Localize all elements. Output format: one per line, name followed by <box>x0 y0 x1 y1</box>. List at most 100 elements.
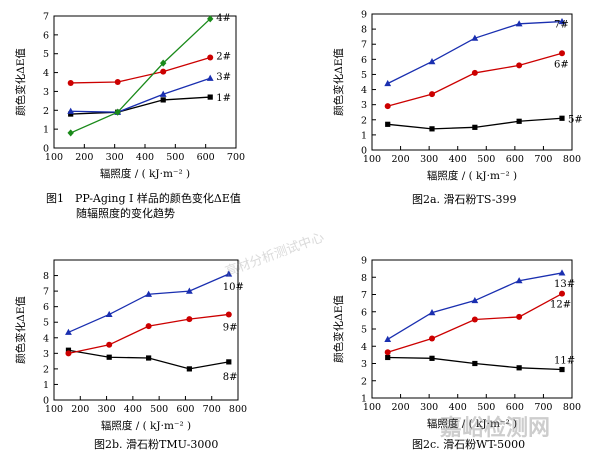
data-point-2 <box>67 79 74 86</box>
y-tick-label: 0 <box>361 146 367 157</box>
data-point-13 <box>515 277 523 284</box>
y-tick-label: 7 <box>43 287 49 298</box>
series-line-4 <box>70 18 211 134</box>
y-tick-label: 1 <box>43 380 49 391</box>
x-tick-label: 300 <box>420 154 438 165</box>
data-point-6 <box>516 62 523 69</box>
series-label: 9# <box>223 322 238 333</box>
y-tick-label: 4 <box>361 85 367 96</box>
data-point-9 <box>225 311 232 318</box>
data-point-8 <box>65 347 72 353</box>
y-tick-label: 6 <box>361 55 367 66</box>
data-point-1 <box>160 97 166 103</box>
y-tick-label: 8 <box>43 271 49 282</box>
data-point-13 <box>428 309 436 316</box>
data-point-5 <box>385 121 391 127</box>
series-label: 5# <box>568 114 583 125</box>
data-point-12 <box>429 335 435 342</box>
series-label: 8# <box>223 372 238 383</box>
y-tick-label: 3 <box>43 349 49 360</box>
data-point-7 <box>428 58 436 65</box>
y-tick-label: 8 <box>361 273 367 284</box>
y-tick-label: 5 <box>43 49 49 60</box>
data-point-5 <box>516 118 522 124</box>
data-point-7 <box>384 79 392 87</box>
y-tick-label: 7 <box>361 290 367 301</box>
x-tick-label: 700 <box>534 154 552 165</box>
data-point-9 <box>186 316 193 323</box>
series-label: 11# <box>554 356 575 367</box>
data-point-6 <box>429 91 435 98</box>
data-point-5 <box>429 126 435 132</box>
chart-fig2a: 100 200 300 400 500 600 700 800 0 1 2 3 4 5 6 7 8 9 辐照度 / … <box>332 10 583 183</box>
series-label: 6# <box>554 59 569 70</box>
caption-fig1-line1: 图1 PP-Aging Ⅰ 样品的颜色变化ΔE值 <box>46 192 241 205</box>
series-label: 12# <box>550 300 571 311</box>
series-line-2 <box>70 56 211 84</box>
y-tick-label: 6 <box>43 30 49 41</box>
data-point-3 <box>67 107 75 114</box>
y-tick-label: 2 <box>43 364 49 375</box>
x-tick-label: 700 <box>534 402 552 413</box>
chart-fig2b: 100 200 300 400 500 600 700 800 0 1 2 3 4 5 6 7 8 辐照度 / (… <box>14 259 247 432</box>
y-tick-label: 4 <box>361 342 367 353</box>
data-point-3 <box>206 74 214 81</box>
data-point-11 <box>559 366 565 373</box>
data-point-7 <box>558 17 566 25</box>
series-label: 10# <box>223 282 244 293</box>
y-tick-label: 1 <box>361 130 367 141</box>
data-point-2 <box>114 79 121 85</box>
x-tick-label: 800 <box>563 402 581 413</box>
series-line-6 <box>387 52 563 107</box>
y-axis-label: 颜色变化ΔE值 <box>332 48 345 116</box>
data-point-13 <box>384 335 392 342</box>
series-label: 4# <box>216 13 231 24</box>
data-point-10 <box>65 328 72 335</box>
data-point-5 <box>472 124 478 130</box>
x-tick-label: 500 <box>477 154 495 165</box>
x-tick-label: 100 <box>45 404 63 415</box>
data-point-4 <box>207 15 214 23</box>
series-line-3 <box>70 77 211 113</box>
y-tick-label: 4 <box>43 333 49 344</box>
y-tick-label: 5 <box>43 318 49 329</box>
x-axis-label: 辐照度 / ( kJ·m⁻² ) <box>100 167 190 180</box>
series-label: 13# <box>554 279 575 290</box>
x-tick-label: 100 <box>363 402 381 413</box>
x-tick-label: 700 <box>203 404 221 415</box>
x-tick-label: 500 <box>477 402 495 413</box>
x-tick-label: 500 <box>166 152 184 163</box>
data-point-4 <box>160 59 167 67</box>
y-tick-label: 2 <box>361 376 367 387</box>
y-axis-label: 颜色变化ΔE值 <box>332 295 345 363</box>
data-point-9 <box>106 341 113 348</box>
data-point-4 <box>67 129 74 137</box>
data-point-9 <box>65 350 72 357</box>
data-point-10 <box>185 287 193 294</box>
x-tick-label: 700 <box>227 152 245 163</box>
data-point-10 <box>105 310 113 318</box>
series-line-1 <box>70 96 211 115</box>
y-tick-label: 7 <box>43 12 49 23</box>
series-label: 1# <box>216 93 231 104</box>
caption-fig2a: 图2a. 滑石粉TS-399 <box>412 193 517 206</box>
x-tick-label: 200 <box>71 404 89 415</box>
y-tick-label: 6 <box>361 307 367 318</box>
data-point-11 <box>385 354 391 361</box>
data-point-8 <box>106 354 112 360</box>
data-point-7 <box>471 34 479 41</box>
x-axis-label: 辐照度 / ( kJ·m⁻² ) <box>101 419 191 432</box>
data-point-11 <box>516 365 522 371</box>
x-tick-label: 600 <box>197 152 215 163</box>
series-line-13 <box>387 272 563 340</box>
y-tick-label: 9 <box>361 10 367 21</box>
x-tick-label: 200 <box>392 402 410 413</box>
x-tick-label: 600 <box>176 404 194 415</box>
plot-frame <box>53 259 239 401</box>
chart-fig1: 100 200 300 400 500 600 700 0 1 2 3 4 5 6 7 辐照度 / ( kJ·… <box>14 12 245 181</box>
y-tick-label: 1 <box>43 125 49 136</box>
x-tick-label: 400 <box>136 152 154 163</box>
x-tick-label: 800 <box>229 404 247 415</box>
x-tick-label: 500 <box>150 404 168 415</box>
data-point-8 <box>186 366 192 372</box>
